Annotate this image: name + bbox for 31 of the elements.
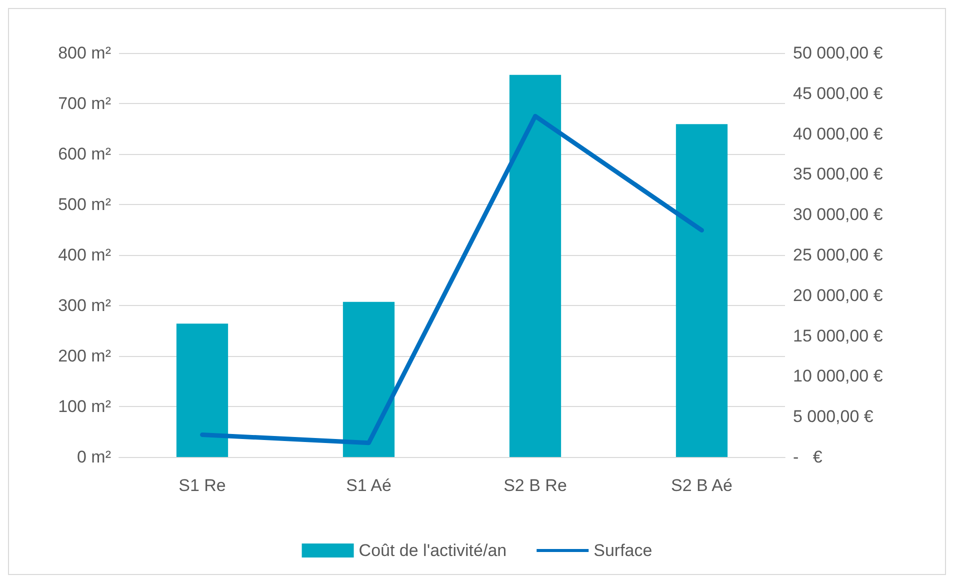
bar [676,124,728,457]
bar [509,74,562,457]
y-tick-label: 600 m² [58,144,112,164]
legend-label: Coût de l'activité/an [358,541,507,560]
y2-tick-label: 35 000,00 € [793,164,884,184]
x-tick-label: S1 Aé [346,476,392,495]
y2-tick-label: 45 000,00 € [793,84,884,103]
y2-tick-label: 40 000,00 € [793,124,884,144]
y-tick-label: 200 m² [58,346,112,366]
y-tick-label: 800 m² [58,44,112,62]
y-tick-label: 100 m² [58,397,112,416]
x-tick-label: S2 B Re [504,476,567,495]
y2-tick-label: 5 000,00 € [793,407,874,426]
y-tick-label: 400 m² [58,246,112,264]
y2-tick-label: 20 000,00 € [793,286,884,305]
bar [342,302,395,457]
y-tick-label: 300 m² [58,296,112,315]
x-tick-label: S2 B Aé [671,476,732,495]
legend-label: Surface [594,541,652,560]
y-tick-label: 0 m² [77,448,112,466]
y2-tick-label: 15 000,00 € [793,326,884,346]
bar [176,324,228,457]
y-tick-label: 500 m² [58,195,112,214]
y-tick-label: 700 m² [58,94,112,113]
y2-tick-label: - € [793,448,823,466]
x-tick-label: S1 Re [178,476,226,495]
line-series [200,114,704,446]
y2-tick-label: 30 000,00 € [793,205,884,224]
y2-tick-label: 10 000,00 € [793,366,884,386]
y2-tick-label: 25 000,00 € [793,246,884,264]
y2-tick-label: 50 000,00 € [793,44,884,62]
